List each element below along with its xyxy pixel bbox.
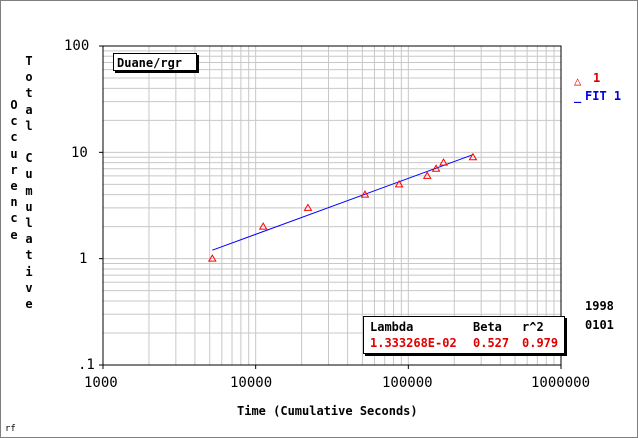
fit-stats-box: Lambda Beta r^2 1.333268E-02 0.527 0.979 [363,316,565,354]
x-tick-label: 1000000 [531,375,591,391]
stat-value-lambda: 1.333268E-02 [370,336,457,350]
legend-marker-fit: _ [574,89,582,103]
legend-marker-1: △ [574,74,582,88]
y-tick-label: .1 [78,357,95,373]
y-axis-label-right: T o t a l C u m u l a t i v e [25,54,33,312]
x-tick-label: 10000 [230,375,273,391]
fit-lines [212,154,474,251]
x-tick-label: 100000 [382,375,433,391]
data-point-triangle [431,164,441,172]
grid-lines [102,46,561,366]
y-tick-label: 1 [79,251,88,267]
y-tick-label: 10 [71,145,88,161]
data-point-triangle [258,222,268,230]
chart-title-box: Duane/rgr [113,53,197,71]
legend-label-1: 1 [593,71,601,85]
y-axis-label-left: O c c u r e n c e [10,98,18,242]
x-axis-label: Time (Cumulative Seconds) [237,404,418,418]
x-tick-label: 1000 [84,375,118,391]
data-point-triangle [394,179,404,188]
stat-header-lambda: Lambda [370,320,414,334]
fit-line [212,154,474,251]
stat-header-beta: Beta [473,320,502,334]
stat-value-r2: 0.979 [522,336,559,350]
data-markers [207,152,478,262]
data-point-triangle [360,190,370,198]
corner-mark: rf [5,424,16,434]
data-point-triangle [439,158,448,166]
y-tick-label: 100 [64,38,90,54]
data-point-triangle [303,203,313,211]
data-point-triangle [468,152,478,161]
plot-axes [99,45,562,369]
side-date-year: 1998 [585,299,614,313]
data-point-triangle [422,171,432,179]
stat-header-r2: r^2 [522,320,544,334]
side-date-code: 0101 [585,318,614,332]
stat-value-beta: 0.527 [473,336,510,350]
data-point-triangle [207,254,217,262]
plot-border [102,45,562,366]
legend-label-fit: FIT 1 [585,89,622,103]
